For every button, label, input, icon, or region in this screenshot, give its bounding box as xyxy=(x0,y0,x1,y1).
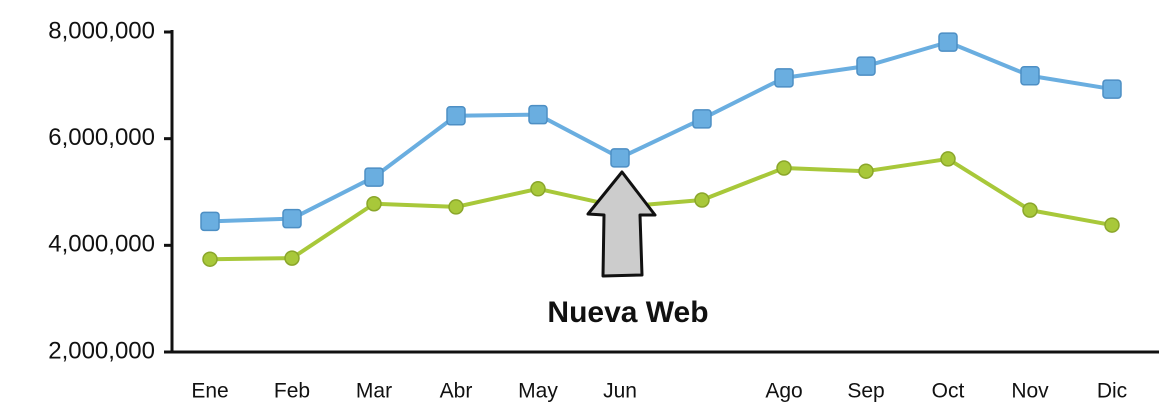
x-tick-label: Jun xyxy=(603,380,637,403)
point xyxy=(859,164,873,178)
x-tick-label: Oct xyxy=(932,380,965,403)
series-line xyxy=(210,159,1112,259)
point xyxy=(283,210,301,228)
point xyxy=(695,193,709,207)
annotation: Nueva Web xyxy=(547,296,708,329)
point xyxy=(857,57,875,75)
x-tick-label: Ago xyxy=(765,380,802,403)
point xyxy=(1023,203,1037,217)
x-tick-label: Mar xyxy=(356,380,392,403)
x-tick-label: Sep xyxy=(847,380,884,403)
point xyxy=(203,252,217,266)
series-line xyxy=(210,42,1112,221)
point xyxy=(777,161,791,175)
point xyxy=(447,107,465,125)
annotation-arrow xyxy=(588,172,655,276)
y-tick-label: 4,000,000 xyxy=(48,231,155,258)
x-tick-label: Dic xyxy=(1097,380,1127,403)
point xyxy=(201,212,219,230)
x-tick-label: Nov xyxy=(1011,380,1049,403)
point xyxy=(367,197,381,211)
plot-area xyxy=(201,33,1121,266)
point xyxy=(1103,80,1121,98)
point xyxy=(529,106,547,124)
x-tick-label: Ene xyxy=(191,380,228,403)
point xyxy=(1021,67,1039,85)
chart: Nueva Web 2,000,000 4,000,000 6,000,000 8,0… xyxy=(0,0,1159,406)
y-tick-label: 2,000,000 xyxy=(48,337,155,364)
y-tick-label: 6,000,000 xyxy=(48,124,155,151)
y-tick-label: 8,000,000 xyxy=(48,17,155,44)
point xyxy=(365,168,383,186)
x-tick-label: Abr xyxy=(440,380,473,403)
point xyxy=(939,33,957,51)
point xyxy=(449,200,463,214)
x-tick-label: Feb xyxy=(274,380,310,403)
point xyxy=(531,182,545,196)
x-tick-label: May xyxy=(518,380,558,403)
point xyxy=(611,149,629,167)
point xyxy=(1105,218,1119,232)
point xyxy=(941,152,955,166)
point xyxy=(775,69,793,87)
point xyxy=(285,251,299,265)
point xyxy=(693,110,711,128)
